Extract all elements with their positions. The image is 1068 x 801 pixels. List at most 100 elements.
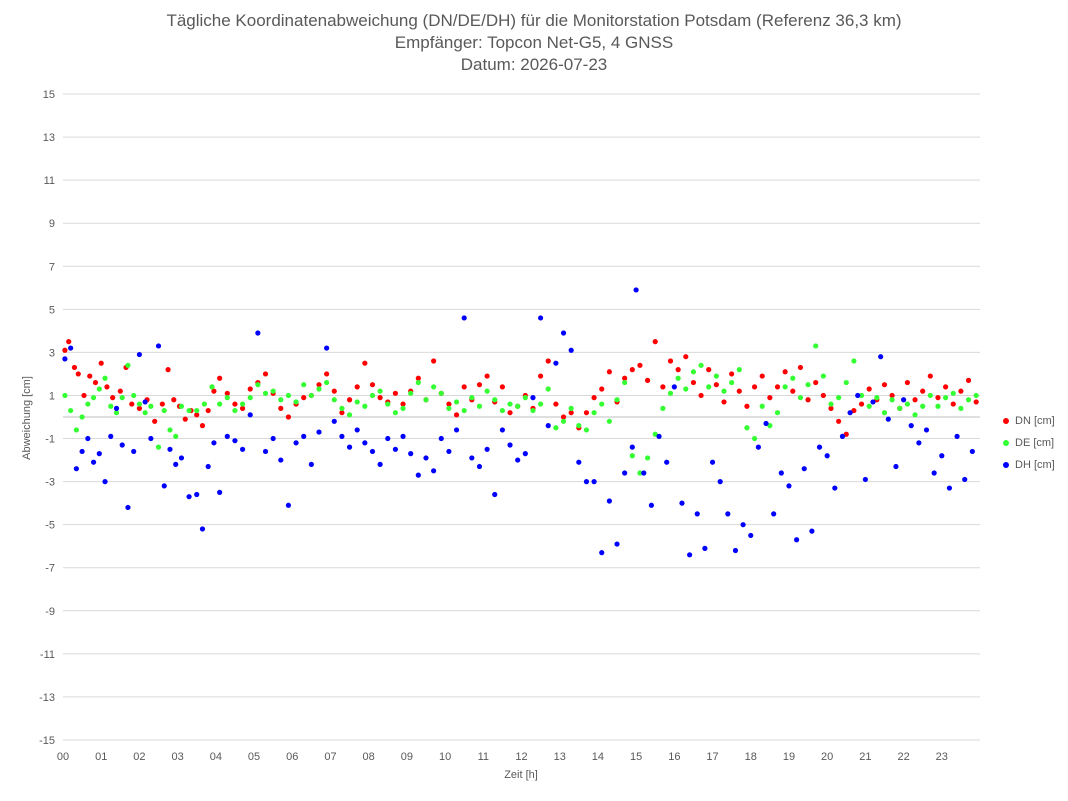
point-dh xyxy=(530,395,536,401)
point-de xyxy=(690,369,697,375)
y-tick-label: -7 xyxy=(45,563,55,575)
point-de xyxy=(797,395,804,401)
point-de xyxy=(622,379,628,386)
point-dn xyxy=(62,347,68,353)
point-dn xyxy=(92,379,99,386)
point-dh xyxy=(461,315,467,321)
point-de xyxy=(293,399,299,405)
point-dn xyxy=(751,384,758,390)
point-dn xyxy=(369,382,376,388)
point-dn xyxy=(152,418,158,424)
point-dn xyxy=(136,405,143,411)
point-de xyxy=(943,395,949,401)
point-de xyxy=(113,410,120,416)
point-dn xyxy=(950,401,956,407)
x-tick-label: 21 xyxy=(859,751,871,763)
point-dn xyxy=(759,373,765,379)
point-dn xyxy=(927,373,933,379)
point-dh xyxy=(161,483,167,489)
x-tick-label: 19 xyxy=(783,751,795,763)
point-dh xyxy=(142,399,148,405)
point-dn xyxy=(87,373,93,379)
x-tick-label: 07 xyxy=(324,751,336,763)
point-dn xyxy=(629,367,635,373)
point-de xyxy=(950,390,956,396)
point-de xyxy=(499,407,505,414)
point-dn xyxy=(721,399,727,405)
point-dn xyxy=(545,358,551,364)
point-dn xyxy=(75,371,81,377)
point-dh xyxy=(599,550,605,556)
point-de xyxy=(767,423,773,429)
x-tick-label: 08 xyxy=(363,751,375,763)
point-dh xyxy=(755,444,761,450)
point-dh xyxy=(453,427,460,433)
point-de xyxy=(155,444,162,450)
point-dh xyxy=(68,345,74,351)
point-dh xyxy=(499,427,505,433)
point-dn xyxy=(205,407,211,414)
point-dh xyxy=(515,457,521,463)
point-dn xyxy=(400,401,406,407)
x-tick-label: 18 xyxy=(745,751,757,763)
point-dh xyxy=(778,470,784,476)
point-dn xyxy=(415,375,421,381)
x-tick-label: 03 xyxy=(172,751,184,763)
point-dh xyxy=(377,461,383,467)
point-de xyxy=(79,414,85,420)
point-dh xyxy=(362,440,368,446)
point-dn xyxy=(973,399,979,405)
point-de xyxy=(331,397,337,403)
point-dn xyxy=(881,382,888,388)
point-dh xyxy=(90,459,97,465)
point-dh xyxy=(113,405,120,411)
point-de xyxy=(599,401,605,407)
point-de xyxy=(637,470,643,476)
point-dh xyxy=(679,500,685,506)
point-dh xyxy=(262,448,269,455)
point-dh xyxy=(648,502,655,508)
point-dh xyxy=(270,435,276,442)
point-dn xyxy=(843,431,849,437)
point-dn xyxy=(262,371,269,377)
point-dh xyxy=(583,479,590,485)
point-dh xyxy=(732,547,739,554)
point-de xyxy=(805,382,811,388)
point-dn xyxy=(301,395,307,401)
point-dn xyxy=(339,410,345,416)
point-dh xyxy=(136,351,143,358)
point-de xyxy=(515,403,521,409)
point-de xyxy=(68,407,74,414)
point-de xyxy=(262,390,269,396)
point-dh xyxy=(794,537,800,543)
y-tick-labels: 15 13 11 9 7 5 3 1 -1 -3 -5 -7 -9 -11 -13 -15 xyxy=(39,89,55,747)
point-de xyxy=(148,403,154,409)
point-dh xyxy=(855,392,861,399)
point-dn xyxy=(507,410,513,416)
point-dn xyxy=(538,373,544,379)
point-dh xyxy=(194,491,200,498)
point-dn xyxy=(622,375,628,381)
legend-marker xyxy=(1003,418,1009,424)
point-de xyxy=(142,410,148,416)
point-dh xyxy=(629,444,635,450)
chart-subtitle: Empfänger: Topcon Net-G5, 4 GNSS xyxy=(394,33,674,52)
point-dn xyxy=(316,382,322,388)
point-de xyxy=(492,397,498,403)
point-dn xyxy=(247,386,253,392)
point-dh xyxy=(62,356,68,362)
point-dh xyxy=(709,459,716,465)
point-dh xyxy=(431,468,437,474)
legend-label: DH [cm] xyxy=(1015,459,1055,471)
point-dh xyxy=(331,418,337,424)
point-dn xyxy=(199,423,206,429)
point-de xyxy=(408,390,414,396)
point-de xyxy=(209,384,215,390)
point-de xyxy=(400,405,406,411)
point-de xyxy=(782,384,788,390)
y-tick-label: 9 xyxy=(49,218,55,230)
legend-item: DN [cm] xyxy=(1003,410,1055,432)
point-de xyxy=(675,375,681,381)
point-dh xyxy=(476,463,483,470)
chart-date: Datum: 2026-07-23 xyxy=(460,55,608,74)
